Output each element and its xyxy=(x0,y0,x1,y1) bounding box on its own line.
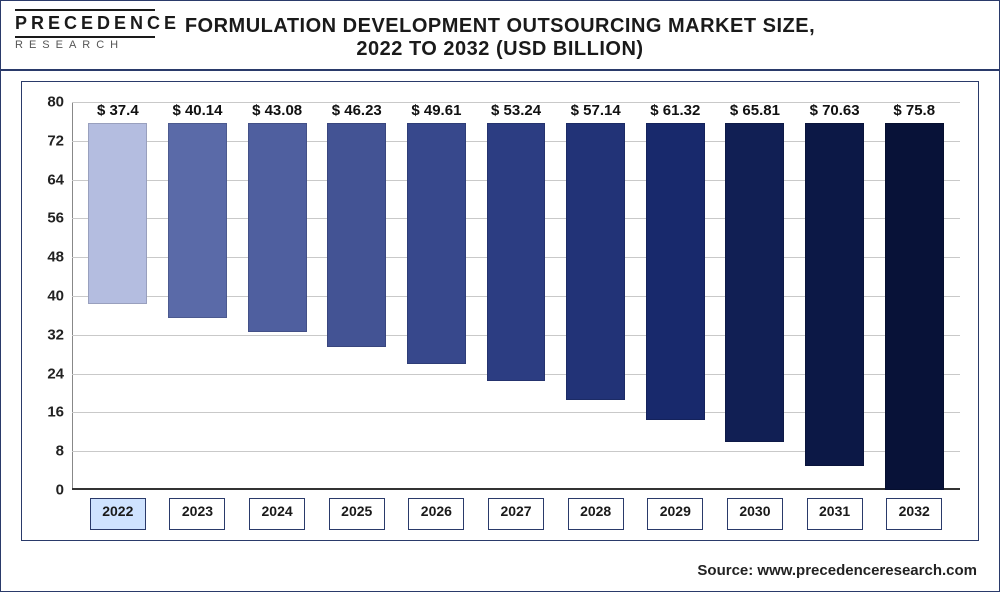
bar-rect xyxy=(646,123,705,420)
x-category-label: 2022 xyxy=(90,498,146,530)
bar-slot: $ 75.8 xyxy=(874,102,954,490)
x-label-slot: 2029 xyxy=(635,498,715,530)
bar-value-label: $ 65.81 xyxy=(730,102,780,119)
x-label-slot: 2030 xyxy=(715,498,795,530)
bar-slot: $ 61.32 xyxy=(635,102,715,490)
x-label-slot: 2031 xyxy=(795,498,875,530)
x-category-label: 2030 xyxy=(727,498,783,530)
bar-value-label: $ 37.4 xyxy=(97,102,139,119)
chart-container: 0 8 16 24 32 40 48 56 64 72 80 $ 37.4 $ 40.14 $ 43.0… xyxy=(21,81,979,541)
y-tick-label: 40 xyxy=(28,288,64,305)
bar-value-label: $ 40.14 xyxy=(172,102,222,119)
bar-slot: $ 40.14 xyxy=(158,102,238,490)
bars-group: $ 37.4 $ 40.14 $ 43.08 $ 46.23 $ 49.61 $ 53.2… xyxy=(72,102,960,490)
bar-rect xyxy=(88,123,147,304)
y-tick-label: 0 xyxy=(28,482,64,499)
bar-slot: $ 53.24 xyxy=(476,102,556,490)
bar-slot: $ 70.63 xyxy=(795,102,875,490)
y-tick-label: 24 xyxy=(28,365,64,382)
x-label-slot: 2023 xyxy=(158,498,238,530)
source-attribution: Source: www.precedenceresearch.com xyxy=(697,562,977,579)
x-category-label: 2032 xyxy=(886,498,942,530)
brand-logo: PRECEDENCE RESEARCH xyxy=(15,9,155,51)
y-tick-label: 64 xyxy=(28,171,64,188)
x-category-label: 2027 xyxy=(488,498,544,530)
x-category-label: 2025 xyxy=(329,498,385,530)
logo-top-text: PRECEDENCE xyxy=(15,9,155,38)
y-tick-label: 8 xyxy=(28,443,64,460)
bar-value-label: $ 57.14 xyxy=(571,102,621,119)
x-category-label: 2028 xyxy=(568,498,624,530)
bar-rect xyxy=(407,123,466,364)
bar-rect xyxy=(725,123,784,442)
bar-rect xyxy=(885,123,944,490)
x-label-slot: 2025 xyxy=(317,498,397,530)
logo-bottom-text: RESEARCH xyxy=(15,38,155,51)
x-category-label: 2024 xyxy=(249,498,305,530)
plot-area: 08162432404856647280 $ 37.4$ 40.14$ 43.0… xyxy=(72,102,960,490)
y-tick-label: 80 xyxy=(28,94,64,111)
bar-slot: $ 46.23 xyxy=(317,102,397,490)
x-label-slot: 2032 xyxy=(874,498,954,530)
x-labels-group: 2022 2023 2024 2025 2026 2027 2028 2029 2030 2031… xyxy=(72,498,960,530)
bar-rect xyxy=(248,123,307,332)
bar-value-label: $ 53.24 xyxy=(491,102,541,119)
x-label-slot: 2027 xyxy=(476,498,556,530)
bar-value-label: $ 75.8 xyxy=(893,102,935,119)
bar-slot: $ 37.4 xyxy=(78,102,158,490)
bar-slot: $ 57.14 xyxy=(556,102,636,490)
x-category-label: 2031 xyxy=(807,498,863,530)
y-tick-label: 72 xyxy=(28,132,64,149)
x-label-slot: 2026 xyxy=(397,498,477,530)
x-category-label: 2023 xyxy=(169,498,225,530)
bar-rect xyxy=(168,123,227,318)
x-category-label: 2029 xyxy=(647,498,703,530)
y-tick-label: 16 xyxy=(28,404,64,421)
bar-value-label: $ 43.08 xyxy=(252,102,302,119)
bar-rect xyxy=(487,123,546,381)
y-tick-label: 48 xyxy=(28,249,64,266)
y-tick-label: 32 xyxy=(28,326,64,343)
bar-value-label: $ 49.61 xyxy=(411,102,461,119)
bar-value-label: $ 46.23 xyxy=(332,102,382,119)
bar-slot: $ 43.08 xyxy=(237,102,317,490)
x-label-slot: 2022 xyxy=(78,498,158,530)
x-label-slot: 2024 xyxy=(237,498,317,530)
bar-rect xyxy=(805,123,864,466)
bar-slot: $ 65.81 xyxy=(715,102,795,490)
bar-rect xyxy=(327,123,386,347)
bar-value-label: $ 70.63 xyxy=(810,102,860,119)
bar-rect xyxy=(566,123,625,400)
header-divider xyxy=(1,69,999,71)
y-tick-label: 56 xyxy=(28,210,64,227)
x-category-label: 2026 xyxy=(408,498,464,530)
x-label-slot: 2028 xyxy=(556,498,636,530)
bar-value-label: $ 61.32 xyxy=(650,102,700,119)
bar-slot: $ 49.61 xyxy=(397,102,477,490)
